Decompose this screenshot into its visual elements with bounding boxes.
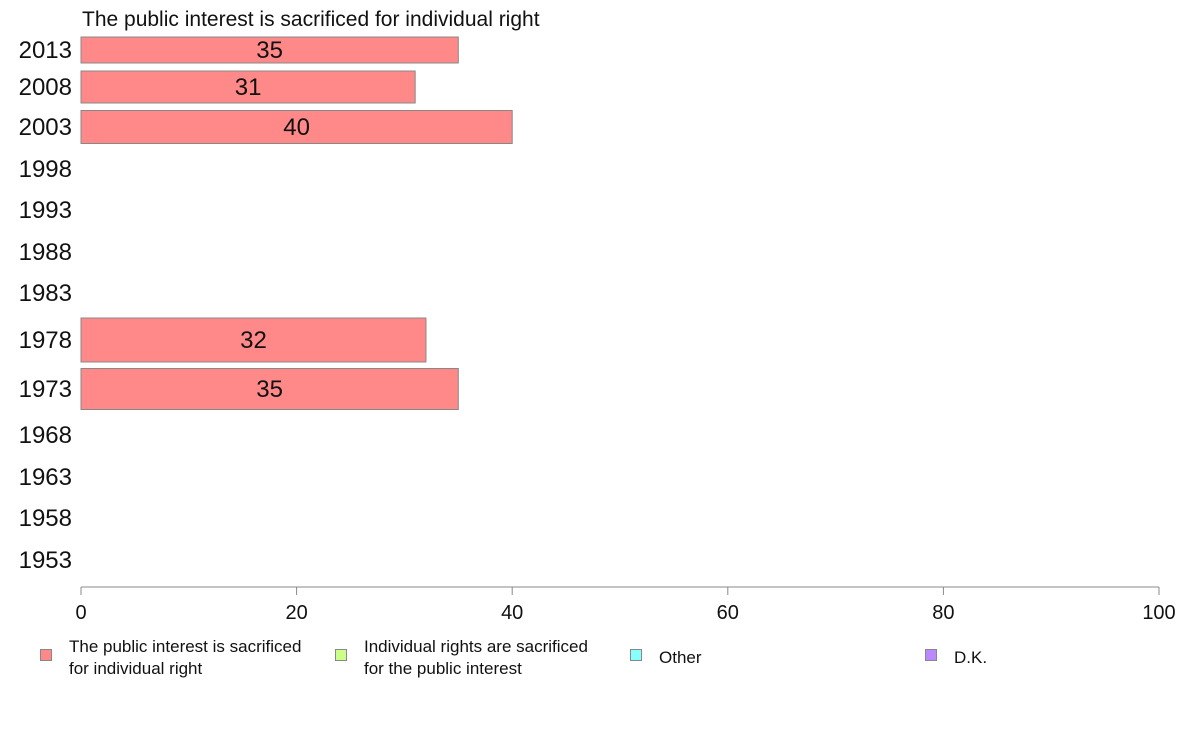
legend-item: Individual rights are sacrificed for the… <box>335 636 588 680</box>
legend-label: Other <box>659 648 702 667</box>
bars: 35 31 40 32 35 <box>80 36 513 410</box>
x-tick-label: 40 <box>501 602 523 624</box>
legend-item: The public interest is sacrificed for in… <box>40 636 301 680</box>
x-tick-label: 100 <box>1142 602 1175 624</box>
category-label: 1993 <box>19 197 72 224</box>
legend-label: The public interest is sacrificed for in… <box>69 637 302 678</box>
bar-value-label: 35 <box>256 37 283 64</box>
category-label: 1968 <box>19 422 72 449</box>
legend-item: D.K. <box>925 636 987 669</box>
category-label: 1958 <box>19 505 72 532</box>
bar-value-label: 35 <box>256 376 283 403</box>
category-label: 1998 <box>19 156 72 183</box>
category-label: 1988 <box>19 239 72 266</box>
category-labels: 2013 2008 2003 1998 1993 1988 1983 1978 1973 1968… <box>19 37 72 574</box>
category-label: 1973 <box>19 376 72 403</box>
legend-label: D.K. <box>954 648 988 667</box>
category-label: 2008 <box>19 74 72 101</box>
category-label: 2003 <box>19 114 72 141</box>
bar-value-label: 40 <box>283 114 310 141</box>
x-tick-label: 0 <box>75 602 86 624</box>
legend-label: Individual rights are sacrificed for the… <box>364 637 588 678</box>
x-tick-label: 80 <box>932 602 954 624</box>
legend: The public interest is sacrificed for in… <box>40 636 1180 686</box>
bar <box>80 70 416 104</box>
bar-value-label: 31 <box>235 74 262 101</box>
legend-swatch <box>925 649 937 661</box>
bar-value-label: 32 <box>240 327 267 354</box>
legend-swatch <box>630 649 642 661</box>
legend-item: Other <box>630 636 702 669</box>
category-label: 1978 <box>19 327 72 354</box>
bar <box>80 317 427 363</box>
category-label: 1953 <box>19 547 72 574</box>
x-axis: 0 20 40 60 80 100 <box>75 586 1176 624</box>
chart-title: The public interest is sacrificed for in… <box>82 8 540 31</box>
bar <box>80 110 513 144</box>
category-label: 1963 <box>19 464 72 491</box>
bar <box>80 36 459 64</box>
bar <box>80 368 459 410</box>
x-tick-label: 60 <box>717 602 739 624</box>
category-label: 1983 <box>19 280 72 307</box>
legend-swatch <box>335 649 347 661</box>
legend-swatch <box>40 649 52 661</box>
category-label: 2013 <box>19 37 72 64</box>
x-tick-label: 20 <box>285 602 307 624</box>
